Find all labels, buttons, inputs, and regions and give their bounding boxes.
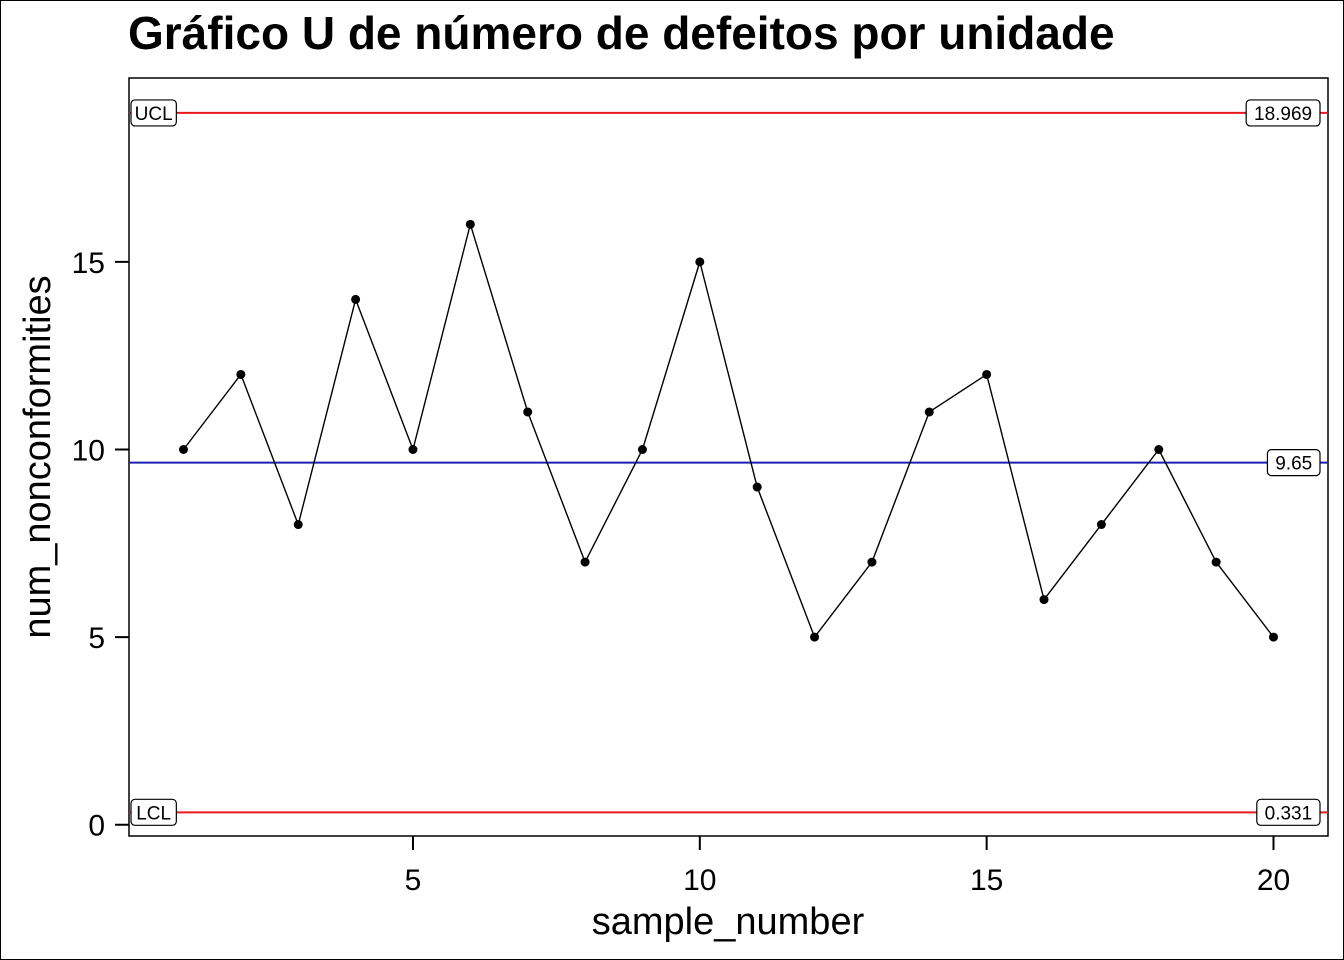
data-point-14: [924, 407, 934, 417]
plot-area: [128, 77, 1329, 837]
x-tick-label: 15: [970, 864, 1003, 897]
data-point-11: [752, 482, 762, 492]
x-tick-label: 20: [1257, 864, 1290, 897]
data-series: [179, 219, 1278, 642]
y-axis-label: num_nonconformities: [17, 275, 59, 638]
lcl-name-box: [130, 798, 177, 826]
center-value-box: [1266, 449, 1321, 477]
x-tick-label: 10: [683, 864, 716, 897]
x-axis-label: sample_number: [592, 901, 865, 943]
series-line: [182, 223, 1275, 638]
data-point-6: [465, 219, 475, 229]
ucl-name-box: [130, 99, 177, 127]
ucl-value-box: [1245, 99, 1321, 127]
data-point-2: [236, 369, 246, 379]
ucl-value-label: 18.969: [1254, 104, 1312, 125]
center-value-label: 9.65: [1275, 454, 1312, 475]
data-point-18: [1154, 444, 1164, 454]
data-point-16: [1039, 595, 1049, 605]
lcl-name-label: LCL: [136, 803, 171, 824]
data-point-20: [1269, 632, 1278, 642]
axes: 0 5 10 15 5 10 15 20: [72, 247, 1291, 897]
data-point-8: [580, 557, 590, 567]
ucl-name-label: UCL: [135, 104, 173, 125]
data-point-12: [810, 632, 820, 642]
lcl-value-box: [1256, 798, 1321, 826]
data-point-1: [179, 444, 188, 454]
data-point-4: [351, 294, 361, 304]
data-point-17: [1096, 520, 1106, 530]
data-point-10: [695, 257, 705, 267]
y-tick-label: 10: [72, 434, 105, 467]
data-point-3: [293, 520, 303, 530]
data-point-9: [637, 444, 647, 454]
lcl-value-label: 0.331: [1265, 803, 1313, 824]
x-tick-label: 5: [405, 864, 422, 897]
y-tick-label: 15: [72, 247, 105, 280]
data-point-15: [982, 369, 992, 379]
chart-title: Gráfico U de número de defeitos por unid…: [128, 7, 1115, 59]
data-point-19: [1211, 557, 1221, 567]
data-point-5: [408, 444, 418, 454]
data-point-13: [867, 557, 877, 567]
y-tick-label: 0: [88, 810, 105, 843]
data-point-7: [523, 407, 533, 417]
control-limits: 18.969 UCL 9.65 0.331 LCL: [129, 99, 1328, 826]
y-tick-label: 5: [88, 622, 105, 655]
